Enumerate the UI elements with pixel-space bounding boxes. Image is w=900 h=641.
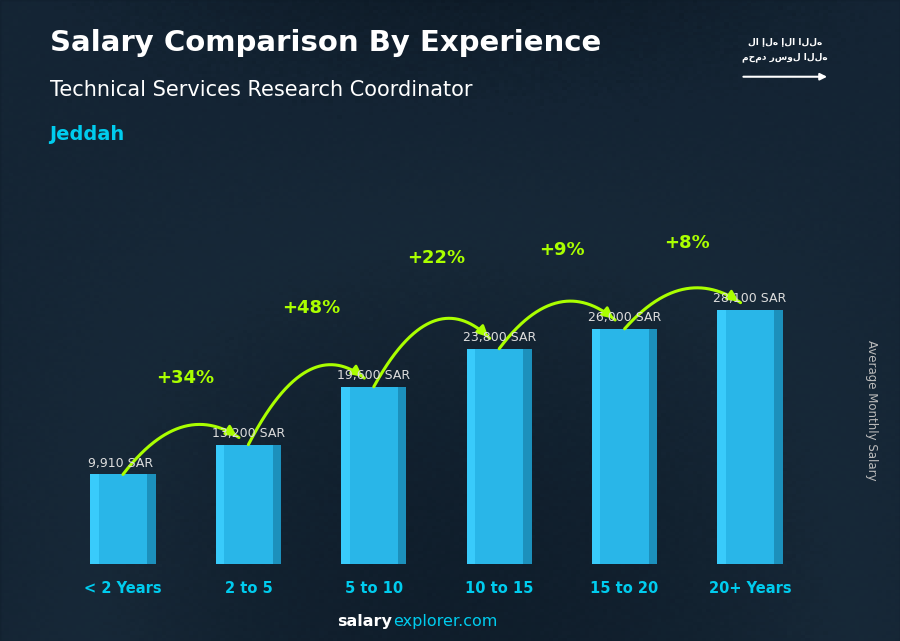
Text: 2 to 5: 2 to 5 xyxy=(224,581,273,596)
Text: 5 to 10: 5 to 10 xyxy=(345,581,403,596)
Text: < 2 Years: < 2 Years xyxy=(85,581,162,596)
Text: +48%: +48% xyxy=(282,299,340,317)
Bar xyxy=(466,349,475,564)
Bar xyxy=(592,329,600,564)
Text: 23,800 SAR: 23,800 SAR xyxy=(463,331,536,344)
Text: محمد رسول الله: محمد رسول الله xyxy=(742,53,828,62)
Bar xyxy=(592,329,657,564)
Text: salary: salary xyxy=(337,615,392,629)
Text: +22%: +22% xyxy=(408,249,465,267)
Bar xyxy=(216,445,224,564)
Text: 15 to 20: 15 to 20 xyxy=(590,581,659,596)
Text: 28,100 SAR: 28,100 SAR xyxy=(714,292,787,305)
Text: explorer.com: explorer.com xyxy=(393,615,498,629)
Text: Technical Services Research Coordinator: Technical Services Research Coordinator xyxy=(50,80,472,100)
Bar xyxy=(717,310,726,564)
Bar xyxy=(90,474,156,564)
Bar xyxy=(717,310,783,564)
Text: 19,600 SAR: 19,600 SAR xyxy=(338,369,410,382)
Bar xyxy=(649,329,657,564)
Bar xyxy=(523,349,532,564)
Bar xyxy=(216,445,281,564)
Text: Average Monthly Salary: Average Monthly Salary xyxy=(865,340,878,481)
Bar xyxy=(774,310,783,564)
Bar xyxy=(398,387,407,564)
Bar xyxy=(341,387,350,564)
Bar xyxy=(90,474,99,564)
Text: Jeddah: Jeddah xyxy=(50,125,125,144)
Text: 10 to 15: 10 to 15 xyxy=(465,581,534,596)
Bar xyxy=(466,349,532,564)
Text: لا إله إلا الله: لا إله إلا الله xyxy=(748,38,823,47)
Bar xyxy=(147,474,156,564)
Bar xyxy=(273,445,281,564)
Text: +8%: +8% xyxy=(664,234,710,253)
Text: +9%: +9% xyxy=(539,241,585,259)
Text: Salary Comparison By Experience: Salary Comparison By Experience xyxy=(50,29,601,57)
Text: 26,000 SAR: 26,000 SAR xyxy=(588,311,662,324)
Text: +34%: +34% xyxy=(157,369,215,387)
Text: 20+ Years: 20+ Years xyxy=(708,581,791,596)
Text: 13,200 SAR: 13,200 SAR xyxy=(212,427,285,440)
Text: 9,910 SAR: 9,910 SAR xyxy=(88,457,153,470)
Bar xyxy=(341,387,407,564)
